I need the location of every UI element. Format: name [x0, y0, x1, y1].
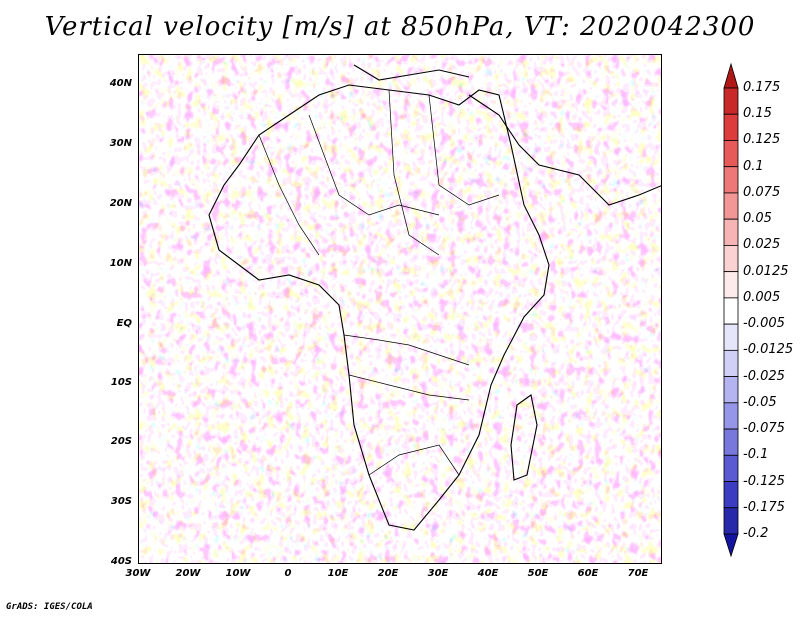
colorbar-segment	[723, 402, 739, 430]
colorbar-segment	[723, 428, 739, 456]
colorbar-level-label: 0.15	[743, 106, 772, 122]
lon-label: 30E	[427, 568, 449, 579]
lat-label: 10N	[109, 258, 132, 269]
colorbar-segment	[723, 454, 739, 482]
lon-label: 50E	[527, 568, 549, 579]
lon-label: 20E	[377, 568, 399, 579]
lat-label: 40N	[109, 78, 132, 89]
map-panel	[138, 54, 662, 564]
colorbar-level-label: 0.05	[743, 211, 772, 227]
colorbar-level-label: -0.025	[743, 368, 785, 384]
colorbar-top-arrow	[723, 62, 739, 89]
colorbar-level-label: 0.025	[743, 237, 781, 253]
colorbar-segment	[723, 166, 739, 194]
colorbar-segment	[723, 481, 739, 509]
colorbar-level-label: -0.075	[743, 421, 785, 437]
colorbar-level-label: 0.175	[743, 80, 781, 95]
colorbar-level-label: 0.125	[743, 132, 781, 148]
colorbar-segment	[723, 349, 739, 377]
colorbar-segment	[723, 323, 739, 351]
lon-label: 0	[284, 568, 292, 579]
lat-label: 30N	[109, 138, 132, 149]
colorbar-segment	[723, 376, 739, 404]
colorbar-level-label: -0.0125	[743, 342, 794, 358]
lon-label: 10W	[225, 568, 251, 579]
lat-label: 40S	[110, 556, 132, 567]
colorbar-level-label: 0.075	[743, 184, 781, 200]
lon-label: 30W	[125, 568, 151, 579]
colorbar-level-label: -0.05	[743, 394, 777, 410]
colorbar-level-label: -0.125	[743, 473, 785, 489]
country-borders	[258, 89, 500, 476]
lat-label: 20N	[109, 198, 132, 209]
map-title: Vertical velocity [m/s] at 850hPa, VT: 2…	[44, 12, 756, 42]
lon-label: 60E	[577, 568, 599, 579]
grads-credit: GrADS: IGES/COLA	[6, 602, 93, 612]
colorbar-segment	[723, 87, 739, 115]
colorbar-segment	[723, 297, 739, 325]
colorbar-segment	[723, 218, 739, 246]
colorbar-level-label: 0.005	[743, 289, 781, 305]
colorbar-level-label: -0.1	[743, 447, 769, 463]
lon-label: 40E	[477, 568, 499, 579]
lat-label: 10S	[110, 377, 132, 388]
vertical-velocity-field	[139, 55, 661, 563]
colorbar-level-label: -0.175	[743, 499, 785, 515]
lat-label: 30S	[110, 496, 132, 507]
colorbar-level-label: -0.005	[743, 316, 785, 332]
colorbar-segment	[723, 192, 739, 220]
colorbar-level-label: 0.1	[743, 158, 764, 174]
colorbar-segment	[723, 271, 739, 299]
colorbar-segment	[723, 507, 739, 535]
coastlines	[208, 64, 661, 531]
colorbar-bottom-arrow	[723, 533, 739, 558]
colorbar-segment	[723, 140, 739, 168]
lat-label: EQ	[116, 318, 132, 329]
colorbar-segment	[723, 113, 739, 141]
colorbar-segment	[723, 245, 739, 273]
colorbar-level-label: -0.2	[743, 526, 769, 541]
colorbar-level-label: 0.0125	[743, 263, 789, 279]
lat-label: 20S	[110, 436, 132, 447]
lon-label: 10E	[327, 568, 349, 579]
lon-label: 20W	[175, 568, 201, 579]
lon-label: 70E	[627, 568, 649, 579]
field-texture	[139, 55, 661, 563]
